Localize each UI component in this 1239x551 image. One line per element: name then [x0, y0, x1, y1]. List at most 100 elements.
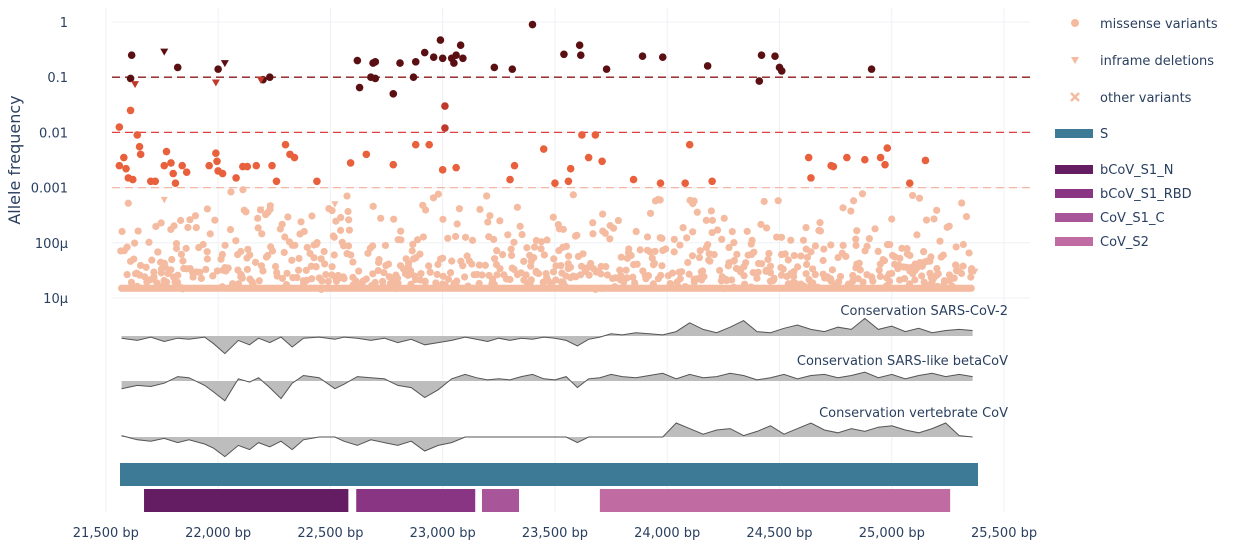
- variant-point-low: [281, 233, 289, 241]
- variant-point-low: [439, 272, 447, 280]
- variant-point-low: [690, 197, 698, 205]
- variant-point-low: [730, 257, 738, 265]
- variant-point-low: [842, 252, 850, 261]
- variant-point-high: [452, 51, 460, 60]
- variant-point-low: [455, 205, 464, 213]
- variant-point-low: [622, 266, 630, 274]
- variant-point-low: [629, 273, 637, 281]
- variant-point-low: [434, 260, 442, 269]
- variant-point-low: [606, 235, 614, 243]
- variant-point-low: [268, 247, 277, 255]
- variant-point-low: [369, 202, 377, 210]
- variant-point-low: [549, 213, 557, 221]
- variant-point-low: [698, 267, 707, 275]
- variant-point-low: [858, 190, 867, 198]
- variant-point-low: [168, 255, 176, 264]
- variant-point-low: [192, 223, 200, 232]
- variant-point-low: [150, 273, 158, 281]
- variant-point-low: [939, 251, 947, 259]
- variant-point-low: [224, 264, 232, 272]
- variant-point-low: [880, 257, 889, 265]
- conservation-area: [121, 423, 973, 457]
- variant-point-low: [127, 278, 136, 286]
- variant-point-low: [760, 197, 768, 206]
- y-tick-label: 0.001: [31, 182, 68, 197]
- variant-point-low: [644, 272, 653, 280]
- variant-point-low: [885, 277, 894, 286]
- variant-point-low: [743, 227, 751, 235]
- variant-point-mid: [681, 179, 689, 188]
- variant-point-mid: [169, 169, 178, 178]
- variant-point-mid: [876, 153, 885, 162]
- variant-point-low: [468, 260, 476, 268]
- variant-point-high: [490, 63, 499, 72]
- variant-point-low: [203, 255, 211, 263]
- variant-point-low: [809, 279, 817, 287]
- variant-point-low: [790, 251, 798, 260]
- variant-point-low: [322, 270, 330, 279]
- variant-point-low: [202, 265, 210, 274]
- variant-point-low: [876, 272, 884, 281]
- variant-point-low: [809, 265, 817, 273]
- variant-point-mid: [133, 131, 142, 139]
- variant-point-low: [152, 222, 160, 231]
- variant-point-mid: [591, 131, 600, 139]
- inframe-point-high: [256, 76, 265, 84]
- variant-point-low: [707, 207, 715, 215]
- variant-point-low: [244, 245, 252, 253]
- variant-point-low: [264, 251, 272, 260]
- variant-point-mid: [804, 153, 813, 162]
- variant-point-high: [638, 52, 647, 61]
- variant-point-low: [145, 238, 153, 246]
- variant-point-low: [291, 241, 299, 249]
- variant-point-low: [226, 225, 235, 234]
- variant-point-low: [754, 268, 762, 276]
- variant-point-low: [451, 232, 460, 241]
- variant-point-low: [670, 235, 678, 243]
- variant-point-mid: [171, 179, 180, 188]
- variant-point-low: [130, 255, 138, 263]
- inframe-point-high: [220, 60, 229, 68]
- variant-point-low: [523, 244, 531, 252]
- variant-point-low: [589, 230, 597, 238]
- legend-label: CoV_S1_C: [1100, 211, 1165, 226]
- variant-point-low: [569, 191, 577, 199]
- y-axis-label: Allele frequency: [5, 95, 24, 224]
- x-tick-label: 23,000 bp: [410, 526, 476, 541]
- variant-point-low: [802, 260, 811, 269]
- variant-point-low: [549, 268, 558, 276]
- variant-point-low: [725, 243, 733, 252]
- variant-point-mid: [115, 161, 124, 170]
- legend-label: missense variants: [1100, 17, 1218, 32]
- variant-point-low: [530, 243, 539, 251]
- variant-point-low: [371, 278, 379, 287]
- x-tick-label: 21,500 bp: [73, 526, 139, 541]
- variant-point-low: [685, 270, 693, 278]
- variant-point-low: [722, 275, 730, 283]
- variant-point-low: [967, 284, 975, 292]
- variant-point-low: [695, 253, 704, 262]
- variant-point-low: [271, 262, 280, 271]
- variant-point-low: [742, 259, 750, 267]
- variant-point-low: [557, 262, 565, 270]
- variant-point-low: [496, 265, 504, 273]
- variant-point-low: [297, 218, 305, 226]
- variant-point-low: [377, 214, 385, 222]
- variant-point-high: [658, 53, 667, 62]
- variant-point-low: [123, 270, 131, 279]
- legend-label: inframe deletions: [1100, 54, 1214, 69]
- variant-point-mid: [551, 179, 559, 188]
- legend-symbol: [1055, 189, 1093, 198]
- variant-point-low: [957, 269, 966, 278]
- variant-point-high: [265, 73, 274, 81]
- variant-point-mid: [120, 153, 128, 162]
- variant-point-low: [476, 205, 484, 213]
- conservation-line: [121, 422, 973, 458]
- variant-point-low: [631, 279, 639, 287]
- variant-point-low: [344, 207, 352, 216]
- variant-point-high: [575, 41, 584, 49]
- variant-point-low: [965, 249, 973, 257]
- variant-point-low: [617, 272, 625, 280]
- variant-point-low: [602, 263, 610, 271]
